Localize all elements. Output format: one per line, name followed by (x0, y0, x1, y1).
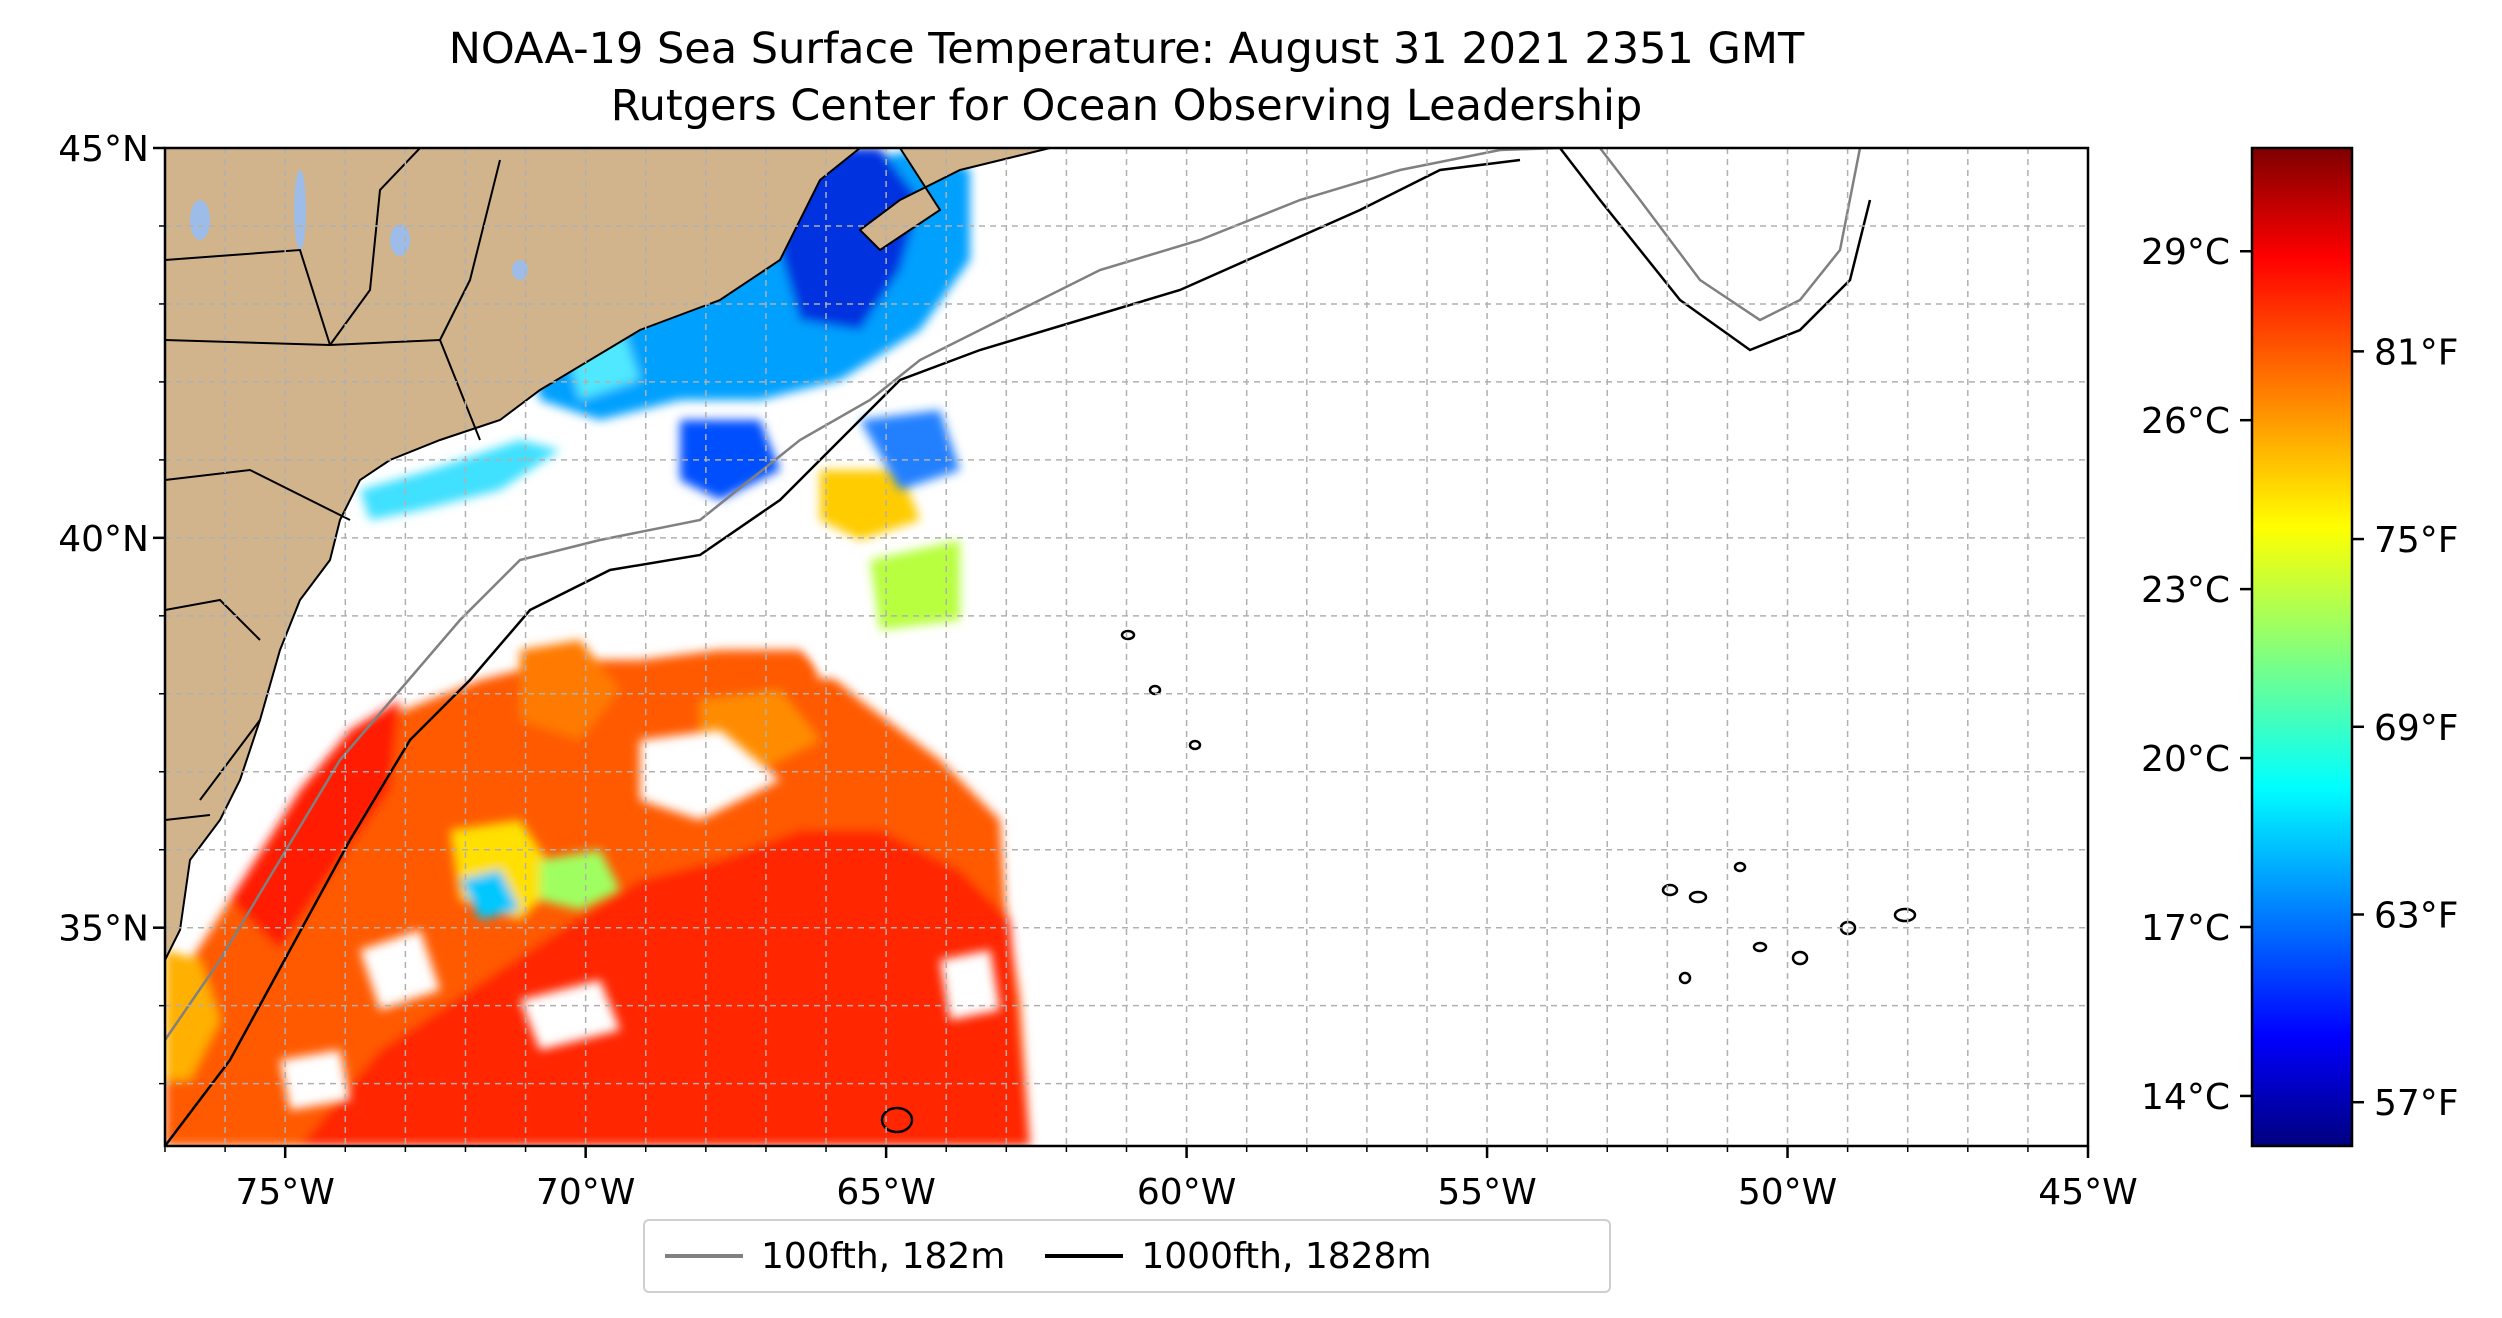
lon-tick-label: 55°W (1437, 1172, 1536, 1213)
celsius-tick-label: 23°C (2141, 570, 2230, 611)
legend: 100fth, 182m 1000fth, 1828m (643, 1219, 1611, 1293)
celsius-tick-label: 26°C (2141, 401, 2230, 442)
fahrenheit-tick-label: 75°F (2374, 520, 2459, 561)
lon-tick-label: 50°W (1738, 1172, 1837, 1213)
legend-item-1000fth: 1000fth, 1828m (1045, 1235, 1432, 1277)
land (165, 148, 1051, 961)
legend-line-gray (665, 1254, 743, 1258)
longitude-ticks: 75°W 70°W 65°W 60°W 55°W 50°W 45°W (164, 1146, 2138, 1213)
legend-label: 1000fth, 1828m (1141, 1235, 1432, 1277)
lat-tick-label: 45°N (58, 129, 149, 170)
chart-subtitle: Rutgers Center for Ocean Observing Leade… (610, 81, 1643, 131)
cloud-gaps (280, 540, 1000, 1110)
colorbar-fahrenheit-ticks: 57°F 63°F 69°F 75°F 81°F (2352, 332, 2459, 1124)
legend-line-black (1045, 1254, 1124, 1258)
fahrenheit-tick-label: 63°F (2374, 895, 2459, 936)
celsius-tick-label: 17°C (2141, 908, 2230, 949)
legend-item-100fth: 100fth, 182m (665, 1236, 1005, 1277)
legend-label: 100fth, 182m (761, 1235, 1006, 1277)
latitude-ticks: 35°N 40°N 45°N (58, 129, 165, 1085)
lon-tick-label: 60°W (1137, 1172, 1236, 1213)
sst-cold-field (360, 148, 970, 520)
lon-tick-label: 45°W (2038, 1172, 2137, 1213)
colorbar-celsius-ticks: 14°C 17°C 20°C 23°C 26°C 29°C (2141, 232, 2252, 1118)
sst-mixed-patches (450, 470, 960, 920)
chart-title: NOAA-19 Sea Surface Temperature: August … (448, 24, 1805, 74)
lat-tick-label: 40°N (58, 519, 149, 560)
lon-tick-label: 65°W (836, 1172, 935, 1213)
celsius-tick-label: 29°C (2141, 232, 2230, 273)
isobath-1000fth (165, 148, 1872, 1146)
celsius-tick-label: 14°C (2141, 1077, 2230, 1118)
colorbar (2250, 146, 2354, 1148)
fahrenheit-tick-label: 69°F (2374, 708, 2459, 749)
lakes (190, 170, 528, 280)
state-boundaries (165, 148, 501, 821)
fahrenheit-tick-label: 57°F (2374, 1083, 2459, 1124)
lon-tick-label: 70°W (536, 1172, 635, 1213)
celsius-tick-label: 20°C (2141, 739, 2230, 780)
lon-tick-label: 75°W (235, 1172, 334, 1213)
fahrenheit-tick-label: 81°F (2374, 332, 2459, 373)
gridlines (165, 148, 2088, 1146)
lat-tick-label: 35°N (58, 909, 149, 950)
isobath-100fth (165, 148, 1862, 1041)
